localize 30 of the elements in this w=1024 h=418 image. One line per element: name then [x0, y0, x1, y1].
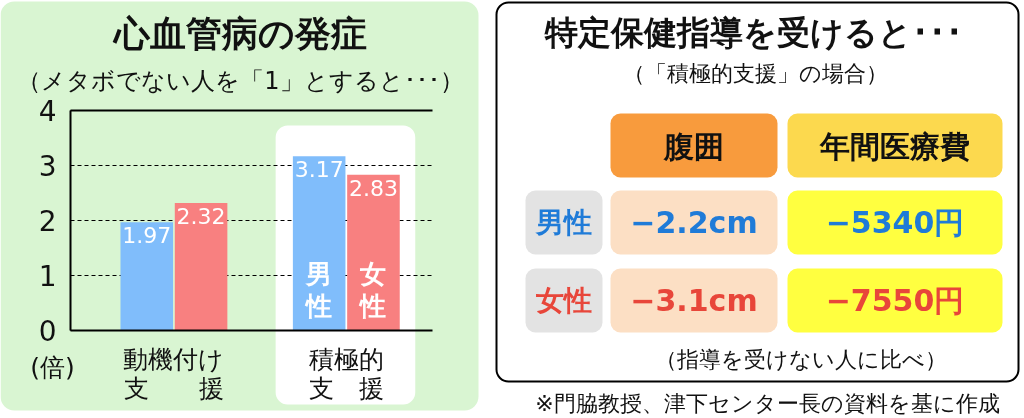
y-tick-label: 0	[38, 315, 57, 348]
text: （「積極的支援」の場合）	[623, 61, 888, 86]
text: −7550円	[825, 283, 965, 318]
data-label: 2.83	[348, 175, 398, 201]
text: 年間医療費	[819, 129, 970, 164]
chart-subtitle: （メタボでない人を「1」とすると･･･）	[17, 66, 464, 95]
y-tick-label: 4	[38, 95, 57, 128]
text: 特定保健指導を受けると･･･	[543, 13, 963, 52]
data-label: 1.97	[122, 223, 172, 249]
y-tick-label: 1	[38, 260, 57, 293]
bar	[120, 222, 174, 331]
text: −2.2cm	[630, 205, 758, 240]
text: （指導を受けない人に比べ）	[654, 347, 947, 372]
text: 女性	[534, 284, 592, 317]
data-label: 3.17	[294, 157, 344, 183]
x-tick-label: 動機付け支 援	[123, 344, 225, 403]
bar	[174, 202, 228, 331]
y-tick-label: 3	[38, 150, 57, 183]
series-label: 男性	[304, 259, 333, 321]
chart-title: 心血管病の発症	[112, 13, 367, 54]
x-tick-label: 積極的支 援	[308, 344, 384, 403]
text: 腹囲	[663, 129, 724, 164]
y-tick-label: 2	[38, 205, 57, 238]
y-axis-title: (倍)	[30, 353, 75, 382]
text: 男性	[534, 206, 592, 239]
series-label: 女性	[358, 259, 387, 321]
text: −3.1cm	[630, 283, 758, 318]
text: −5340円	[825, 205, 965, 240]
text: ※門脇教授、津下センター長の資料を基に作成	[535, 391, 1000, 416]
data-label: 2.32	[176, 203, 226, 229]
